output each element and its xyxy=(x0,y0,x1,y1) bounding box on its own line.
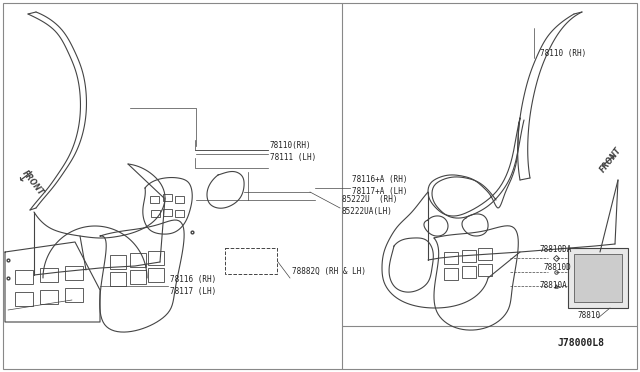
Text: FRONT: FRONT xyxy=(598,145,623,174)
Bar xyxy=(444,252,458,264)
Bar xyxy=(478,248,492,260)
Text: FRONT: FRONT xyxy=(20,169,45,197)
Bar xyxy=(478,264,492,276)
Bar xyxy=(110,255,126,269)
Bar xyxy=(150,196,159,203)
Text: 78810D: 78810D xyxy=(544,263,572,272)
Text: 78110(RH): 78110(RH) xyxy=(270,141,312,150)
Bar xyxy=(175,210,184,217)
Bar xyxy=(148,251,164,265)
Text: 78116+A (RH): 78116+A (RH) xyxy=(352,175,408,184)
Text: 78810A: 78810A xyxy=(540,281,568,290)
Text: 85222U  (RH): 85222U (RH) xyxy=(342,195,397,204)
Bar xyxy=(130,253,146,267)
Bar xyxy=(148,268,164,282)
Bar xyxy=(462,266,476,278)
Bar xyxy=(574,254,622,302)
Text: 78111 (LH): 78111 (LH) xyxy=(270,153,316,162)
Bar xyxy=(15,292,33,306)
Bar xyxy=(15,270,33,284)
Bar xyxy=(444,268,458,280)
Bar xyxy=(65,288,83,302)
Bar xyxy=(175,196,184,203)
Text: J78000L8: J78000L8 xyxy=(558,338,605,348)
Bar xyxy=(163,194,172,201)
Bar xyxy=(151,210,160,217)
Bar xyxy=(130,270,146,284)
Bar xyxy=(163,209,172,216)
Bar xyxy=(40,268,58,282)
Bar xyxy=(462,250,476,262)
Bar xyxy=(225,248,277,274)
Text: 78116 (RH): 78116 (RH) xyxy=(170,275,216,284)
Text: 78117+A (LH): 78117+A (LH) xyxy=(352,187,408,196)
Bar xyxy=(110,272,126,286)
Text: 78810DA: 78810DA xyxy=(540,245,572,254)
Text: 78810: 78810 xyxy=(578,311,601,320)
Bar xyxy=(65,266,83,280)
Text: 85222UA(LH): 85222UA(LH) xyxy=(342,207,393,216)
Text: 78117 (LH): 78117 (LH) xyxy=(170,287,216,296)
Bar xyxy=(40,290,58,304)
Text: 78882Q (RH & LH): 78882Q (RH & LH) xyxy=(292,267,366,276)
Bar xyxy=(568,248,628,308)
Text: 78110 (RH): 78110 (RH) xyxy=(540,49,586,58)
